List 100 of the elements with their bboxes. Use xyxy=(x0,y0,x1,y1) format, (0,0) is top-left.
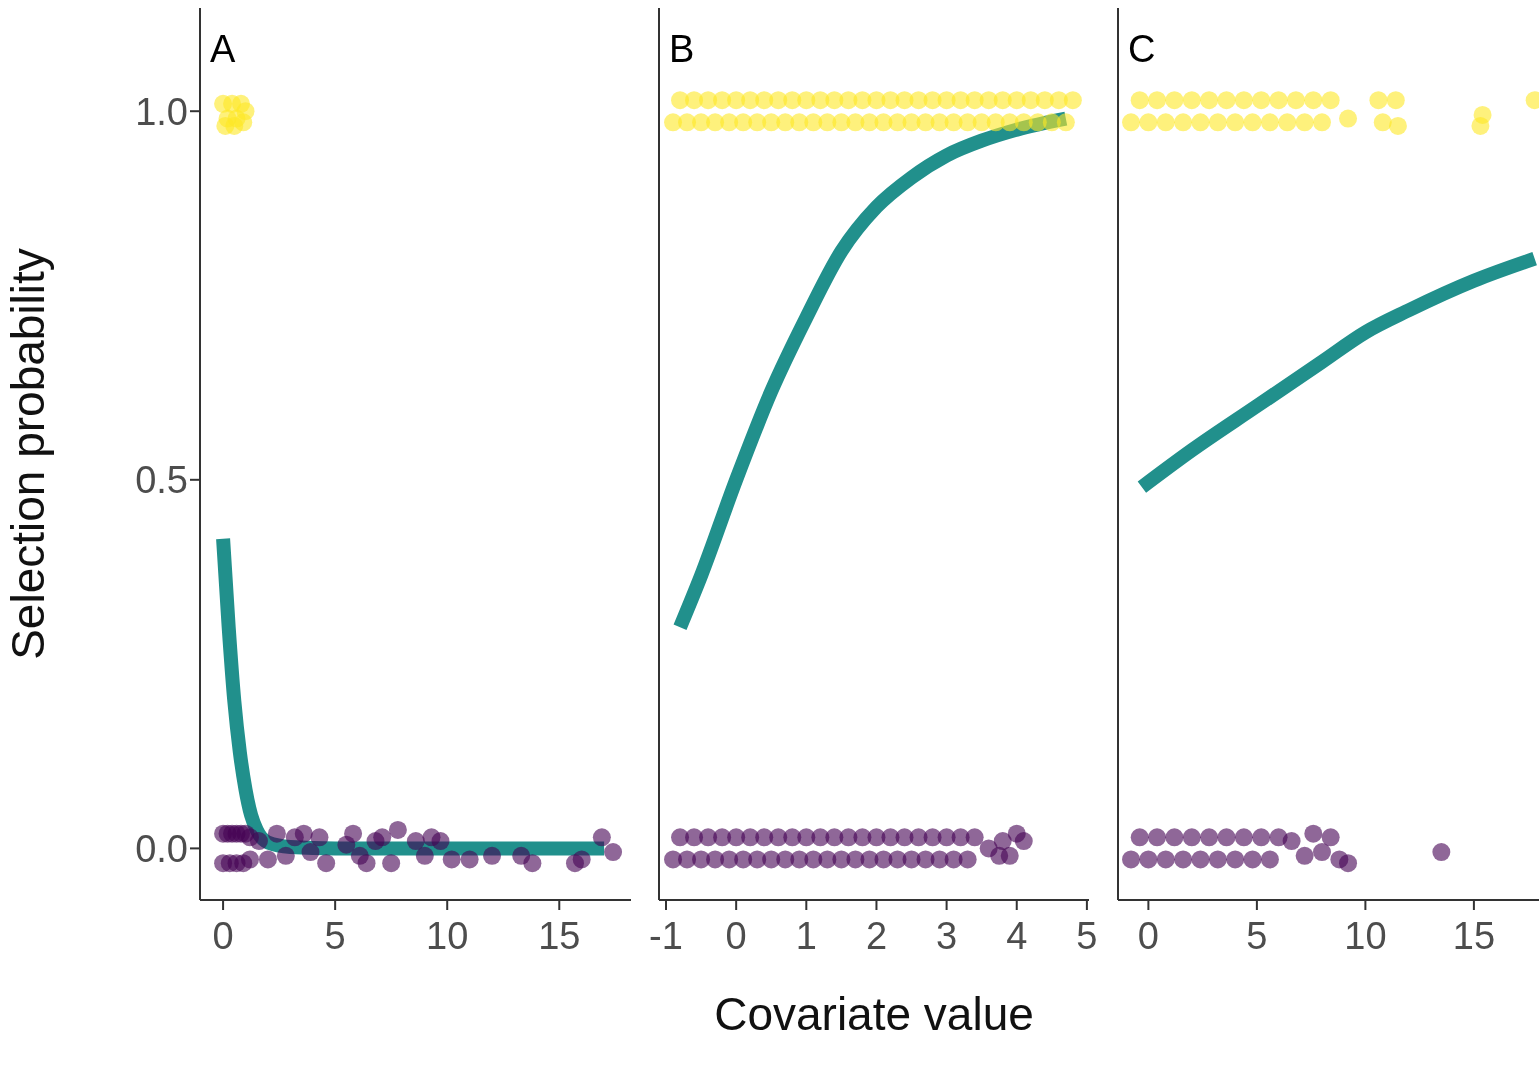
point xyxy=(1252,828,1271,847)
point xyxy=(388,820,407,839)
point xyxy=(415,846,434,865)
point xyxy=(1373,113,1392,132)
point xyxy=(1191,850,1210,869)
point xyxy=(1282,832,1301,851)
point xyxy=(1278,113,1297,132)
point xyxy=(1148,91,1167,110)
point xyxy=(258,850,277,869)
point xyxy=(382,854,401,873)
x-tick-label: 1 xyxy=(795,914,817,957)
x-tick-label: 2 xyxy=(865,914,888,957)
point xyxy=(276,846,295,865)
point xyxy=(344,824,363,843)
point xyxy=(1148,828,1167,847)
point xyxy=(1200,91,1219,110)
point xyxy=(1139,113,1158,132)
x-tick-label: 0 xyxy=(212,914,234,957)
point xyxy=(523,854,542,873)
point xyxy=(406,832,425,851)
point xyxy=(249,832,268,851)
point xyxy=(1182,91,1201,110)
point xyxy=(1269,91,1288,110)
text: C xyxy=(1128,28,1156,70)
point xyxy=(1014,832,1033,851)
point xyxy=(993,832,1012,851)
point xyxy=(1304,91,1323,110)
point xyxy=(1321,91,1340,110)
point xyxy=(1252,91,1271,110)
point xyxy=(1339,109,1358,128)
point xyxy=(1388,116,1407,135)
point xyxy=(1165,91,1184,110)
point xyxy=(1000,846,1019,865)
point xyxy=(1182,828,1201,847)
point xyxy=(240,850,259,869)
point xyxy=(1295,113,1314,132)
point xyxy=(1130,91,1149,110)
point xyxy=(1286,91,1305,110)
text: B xyxy=(669,28,695,70)
point xyxy=(1217,91,1236,110)
point xyxy=(1234,828,1253,847)
point xyxy=(1304,824,1323,843)
point xyxy=(1321,828,1340,847)
point xyxy=(1243,113,1262,132)
x-tick-label: 0 xyxy=(1137,914,1159,957)
point xyxy=(460,850,479,869)
point xyxy=(1130,828,1149,847)
point xyxy=(1063,91,1082,110)
point xyxy=(1174,113,1193,132)
point xyxy=(965,828,984,847)
point xyxy=(1139,850,1158,869)
point xyxy=(1369,91,1388,110)
text: A xyxy=(210,28,236,70)
point xyxy=(431,832,450,851)
y-tick-label: 1.0 xyxy=(135,90,188,133)
point xyxy=(1473,105,1492,124)
point xyxy=(1200,828,1219,847)
point xyxy=(572,850,591,869)
point xyxy=(1226,850,1245,869)
point xyxy=(267,824,286,843)
point xyxy=(1295,846,1314,865)
point xyxy=(1156,850,1175,869)
x-tick-label: 5 xyxy=(1076,914,1098,957)
point xyxy=(1260,850,1279,869)
x-tick-label: 4 xyxy=(1006,914,1028,957)
point xyxy=(483,846,502,865)
point xyxy=(1312,113,1331,132)
point xyxy=(301,843,320,862)
x-tick-label: 15 xyxy=(1452,914,1496,957)
x-tick-label: 15 xyxy=(538,914,581,957)
point xyxy=(234,113,253,132)
point xyxy=(1243,850,1262,869)
point xyxy=(317,854,336,873)
point xyxy=(1208,850,1227,869)
point xyxy=(1226,113,1245,132)
point xyxy=(1432,843,1451,862)
x-tick-label: 5 xyxy=(324,914,346,957)
point xyxy=(1165,828,1184,847)
point xyxy=(357,854,376,873)
point xyxy=(1217,828,1236,847)
point xyxy=(1191,113,1210,132)
x-tick-label: 0 xyxy=(725,914,747,957)
point xyxy=(1174,850,1193,869)
point xyxy=(1339,854,1358,873)
y-tick-label: 0.0 xyxy=(135,827,188,870)
point xyxy=(1122,113,1141,132)
point xyxy=(1056,113,1075,132)
point xyxy=(442,850,461,869)
x-tick-label: 3 xyxy=(936,914,958,957)
point xyxy=(1156,113,1175,132)
x-tick-label: -1 xyxy=(649,914,683,957)
point xyxy=(604,843,623,862)
y-axis-title: Selection probability xyxy=(2,248,55,660)
point xyxy=(294,824,313,843)
point xyxy=(1260,113,1279,132)
point xyxy=(1386,91,1405,110)
y-tick-label: 0.5 xyxy=(135,459,188,502)
point xyxy=(1234,91,1253,110)
x-axis-title: Covariate value xyxy=(714,988,1034,1040)
point xyxy=(592,828,611,847)
